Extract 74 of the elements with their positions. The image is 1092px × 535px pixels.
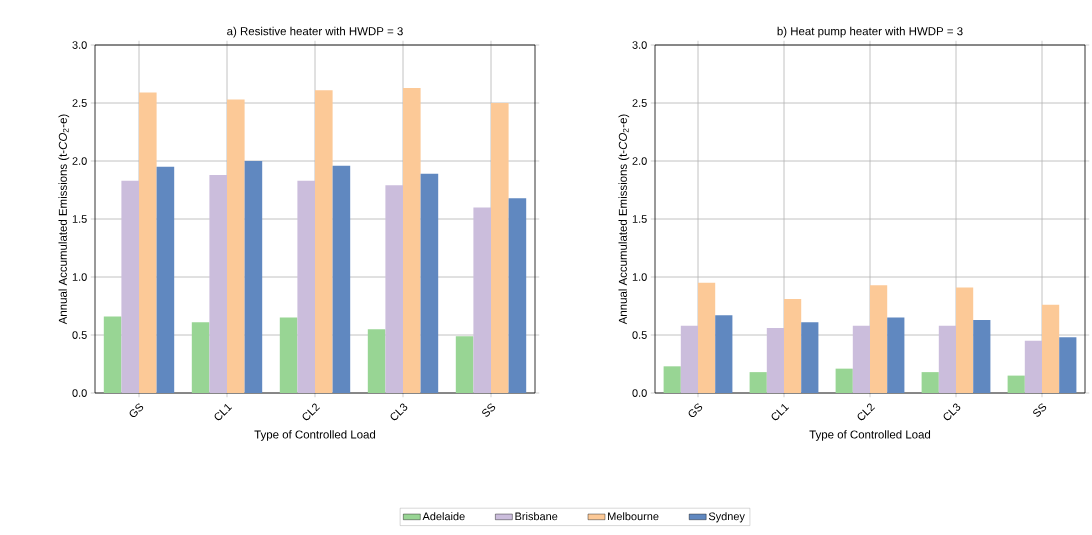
- bar: [1024, 340, 1043, 394]
- y-tick-label: 2.0: [72, 157, 87, 165]
- y-tick-label: 1.5: [632, 215, 647, 223]
- bar: [403, 87, 421, 394]
- bar: [784, 299, 802, 394]
- bar: [663, 366, 681, 394]
- x-tick-label: CL3: [390, 403, 408, 421]
- bar: [715, 315, 733, 394]
- x-tick-label: CL3: [943, 403, 961, 421]
- y-tick-label: 2.5: [72, 99, 87, 107]
- bar: [938, 325, 957, 394]
- bar: [680, 325, 698, 394]
- bar: [956, 287, 974, 394]
- legend-label: Adelaide: [422, 512, 465, 521]
- y-tick-label: 1.0: [632, 273, 647, 281]
- y-tick-label: 0.5: [72, 331, 87, 339]
- bar: [103, 316, 122, 394]
- x-tick-label: CL2: [302, 403, 321, 421]
- legend-label: Brisbane: [515, 512, 558, 521]
- bar: [367, 329, 386, 394]
- bar: [121, 180, 139, 394]
- bar: [1007, 375, 1025, 394]
- bar: [297, 180, 315, 394]
- chart-title: a) Resistive heater with HWDP = 3: [227, 26, 403, 38]
- bar: [332, 165, 351, 394]
- bar: [455, 336, 474, 394]
- bar: [191, 322, 210, 394]
- bar: [835, 368, 853, 394]
- bar: [244, 161, 263, 394]
- bar: [315, 90, 333, 394]
- bar: [852, 325, 871, 394]
- bar: [420, 173, 439, 394]
- x-tick-label: CL1: [214, 404, 233, 421]
- x-tick-label: SS: [1033, 403, 1047, 417]
- bar: [973, 319, 991, 394]
- x-tick-label: SS: [482, 403, 496, 417]
- bar: [227, 99, 245, 394]
- y-axis-title: Annual Accumulated Emissions (t-CO$_{2}$-e): [618, 114, 630, 325]
- y-tick-label: 1.5: [72, 215, 87, 223]
- bar: [766, 328, 785, 394]
- x-tick-label: GS: [129, 403, 144, 418]
- x-axis-title: Type of Controlled Load: [254, 430, 376, 441]
- x-tick-label: CL1: [771, 404, 790, 421]
- x-tick-label: CL2: [857, 403, 876, 421]
- bar: [749, 372, 767, 394]
- y-tick-label: 2.0: [632, 157, 647, 165]
- x-tick-label: GS: [688, 403, 703, 418]
- bar: [385, 185, 403, 394]
- chart-title: b) Heat pump heater with HWDP = 3: [777, 26, 963, 38]
- y-tick-label: 0.0: [632, 389, 647, 397]
- legend-label: Melbourne: [608, 512, 659, 521]
- x-axis-title: Type of Controlled Load: [809, 430, 931, 441]
- y-tick-label: 0.0: [72, 389, 87, 397]
- y-axis-title: Annual Accumulated Emissions (t-CO$_{2}$-e): [58, 114, 70, 325]
- bar: [139, 92, 157, 394]
- bar: [1059, 337, 1077, 394]
- y-tick-label: 0.5: [632, 331, 647, 339]
- bar: [279, 317, 298, 394]
- bar: [870, 285, 888, 394]
- bar: [801, 322, 819, 394]
- bar: [473, 207, 491, 394]
- bar: [1042, 304, 1060, 394]
- y-tick-label: 3.0: [72, 41, 87, 49]
- bar: [491, 103, 509, 394]
- bar: [698, 282, 716, 394]
- y-tick-label: 1.0: [72, 273, 87, 281]
- legend-label: Sydney: [708, 512, 745, 523]
- y-tick-label: 2.5: [632, 99, 647, 107]
- bar: [508, 198, 527, 394]
- bar: [156, 166, 175, 394]
- bar: [887, 317, 905, 394]
- y-tick-label: 3.0: [632, 41, 647, 49]
- bar: [209, 174, 227, 394]
- bar: [921, 372, 939, 394]
